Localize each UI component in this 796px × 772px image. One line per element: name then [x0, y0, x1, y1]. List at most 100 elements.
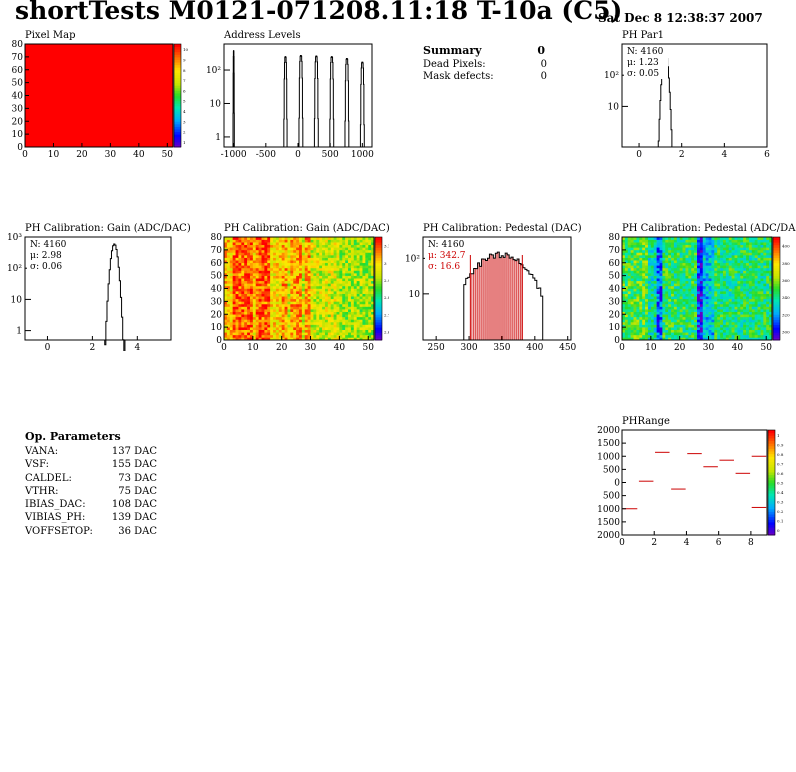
heatmap-cell	[622, 265, 626, 269]
heatmap-cell	[330, 260, 334, 264]
heatmap-cell	[633, 285, 637, 289]
heatmap-cell	[316, 255, 320, 258]
heatmap-cell	[333, 303, 337, 307]
heatmap-cell	[229, 306, 233, 310]
heatmap-cell	[226, 319, 231, 323]
y-tick-label: 2000	[597, 426, 620, 436]
heatmap-cell	[232, 270, 236, 274]
heatmap-cell	[699, 242, 704, 246]
heatmap-cell	[301, 275, 306, 279]
heatmap-cell	[350, 314, 355, 318]
heatmap-cell	[319, 291, 323, 294]
heatmap-cell	[702, 293, 706, 297]
heatmap-cell	[645, 273, 649, 276]
heatmap-cell	[622, 327, 626, 330]
heatmap-cell	[751, 298, 755, 302]
op-param-row: CALDEL: 73 DAC	[25, 473, 165, 486]
heatmap-cell	[261, 306, 265, 310]
heatmap-cell	[653, 242, 657, 246]
heatmap-cell	[345, 280, 349, 284]
heatmap-cell	[668, 306, 672, 310]
heatmap-cell	[330, 270, 334, 274]
heatmap-cell	[702, 273, 706, 276]
heatmap-cell	[330, 249, 334, 253]
heatmap-cell	[365, 316, 369, 320]
heatmap-cell	[304, 301, 308, 305]
heatmap-cell	[350, 267, 355, 271]
heatmap-cell	[691, 311, 695, 315]
heatmap-cell	[229, 244, 233, 248]
heatmap-cell	[694, 278, 698, 282]
heatmap-cell	[743, 321, 747, 325]
heatmap-cell	[622, 244, 626, 248]
heatmap-cell	[671, 316, 675, 320]
heatmap-cell	[327, 288, 332, 292]
heatmap-cell	[746, 242, 750, 246]
heatmap-cell	[708, 280, 712, 284]
heatmap-cell	[725, 283, 730, 287]
heatmap-cell	[359, 242, 363, 246]
heatmap-cell	[682, 324, 686, 328]
heatmap-cell	[688, 327, 692, 330]
heatmap-cell	[699, 270, 704, 274]
heatmap-cell	[688, 239, 692, 243]
heatmap-cell	[659, 334, 663, 338]
heatmap-cell	[676, 311, 680, 315]
heatmap-cell	[255, 316, 259, 320]
heatmap-cell	[293, 298, 297, 302]
heatmap-cell	[685, 288, 689, 292]
heatmap-cell	[708, 262, 712, 266]
heatmap-cell	[238, 301, 242, 305]
heatmap-cell	[769, 247, 773, 251]
heatmap-cell	[662, 324, 666, 328]
heatmap-cell	[356, 285, 360, 289]
heatmap-cell	[717, 239, 721, 243]
heatmap-cell	[247, 237, 251, 240]
heatmap-cell	[368, 303, 372, 307]
colorbar-cell	[768, 482, 775, 486]
heatmap-cell	[313, 306, 317, 310]
heatmap-cell	[226, 327, 231, 330]
heatmap-cell	[642, 247, 646, 251]
heatmap-cell	[757, 237, 761, 240]
y-tick-label: 60	[12, 66, 24, 76]
heatmap-cell	[639, 321, 643, 325]
heatmap-cell	[226, 314, 231, 318]
heatmap-cell	[267, 239, 271, 243]
heatmap-cell	[673, 301, 678, 305]
heatmap-cell	[247, 296, 251, 300]
heatmap-cell	[671, 293, 675, 297]
heatmap-cell	[287, 334, 291, 338]
heatmap-cell	[665, 298, 669, 302]
heatmap-cell	[333, 244, 337, 248]
heatmap-cell	[273, 273, 277, 276]
heatmap-cell	[673, 278, 678, 282]
heatmap-cell	[743, 332, 747, 336]
heatmap-cell	[676, 293, 680, 297]
heatmap-cell	[232, 265, 236, 269]
heatmap-cell	[711, 280, 715, 284]
heatmap-cell	[310, 278, 314, 282]
heatmap-cell	[296, 306, 300, 310]
heatmap-cell	[238, 270, 242, 274]
heatmap-cell	[293, 262, 297, 266]
heatmap-cell	[728, 298, 732, 302]
heatmap-cell	[333, 293, 337, 297]
heatmap-cell	[258, 301, 262, 305]
heatmap-cell	[290, 324, 294, 328]
heatmap-cell	[281, 237, 285, 240]
heatmap-cell	[653, 332, 657, 336]
heatmap-cell	[267, 327, 271, 330]
heatmap-cell	[235, 293, 239, 297]
heatmap-cell	[645, 257, 649, 261]
heatmap-cell	[720, 288, 724, 292]
heatmap-cell	[662, 278, 666, 282]
heatmap-cell	[630, 303, 634, 307]
heatmap-cell	[261, 242, 265, 246]
heatmap-cell	[232, 321, 236, 325]
heatmap-cell	[671, 298, 675, 302]
heatmap-cell	[722, 293, 727, 297]
colorbar-cell	[768, 503, 775, 507]
heatmap-cell	[322, 293, 326, 297]
heatmap-cell	[754, 275, 758, 279]
